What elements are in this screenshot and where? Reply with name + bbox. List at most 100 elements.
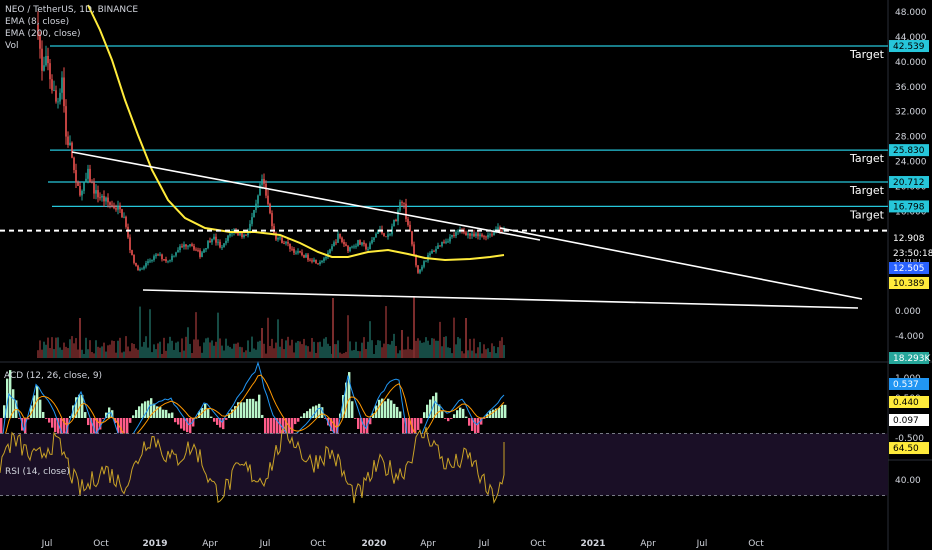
- volume-bar: [211, 340, 213, 358]
- candle-body: [89, 168, 91, 183]
- macd-histogram-bar: [225, 418, 228, 420]
- macd-histogram-bar: [246, 398, 249, 418]
- volume-bar: [113, 340, 115, 358]
- macd-histogram-bar: [459, 407, 462, 418]
- candle-body: [53, 90, 55, 92]
- candle-body: [243, 235, 245, 237]
- volume-bar: [153, 344, 155, 358]
- volume-bar: [425, 337, 427, 358]
- macd-histogram-bar: [132, 415, 135, 418]
- volume-bar: [275, 342, 277, 358]
- volume-bar: [351, 350, 353, 358]
- candle-body: [229, 233, 231, 236]
- volume-bar: [91, 352, 93, 358]
- candle-body: [119, 205, 121, 210]
- volume-bar: [231, 348, 233, 358]
- macd-histogram-bar: [99, 418, 102, 430]
- candle-body: [61, 77, 63, 93]
- time-tick-label: 2019: [142, 539, 167, 549]
- volume-bar: [55, 337, 57, 358]
- upper-trendline: [71, 151, 541, 241]
- macd-histogram-bar: [450, 418, 453, 419]
- volume-bar: [53, 349, 55, 358]
- lower-trendline: [142, 289, 859, 309]
- candle-body: [393, 219, 395, 227]
- candle-body: [73, 157, 75, 171]
- macd-histogram-bar: [447, 418, 450, 422]
- candle-body: [149, 260, 151, 262]
- candle-body: [491, 234, 493, 236]
- candle-body: [319, 262, 321, 264]
- macd-histogram-bar: [111, 410, 114, 418]
- macd-histogram-bar: [57, 418, 60, 439]
- volume-bar: [469, 338, 471, 358]
- rsi-value-tag-bg: [889, 442, 929, 455]
- volume-bar: [419, 340, 421, 358]
- volume-bar: [133, 343, 135, 358]
- volume-spike: [332, 298, 334, 358]
- ema200-value-tag: 10.389: [893, 279, 925, 289]
- volume-bar: [349, 341, 351, 358]
- candle-body: [145, 263, 147, 267]
- volume-bar: [257, 341, 259, 358]
- macd-histogram-bar: [279, 418, 282, 442]
- volume-bar: [299, 341, 301, 358]
- macd-histogram-bar: [207, 409, 210, 418]
- macd-histogram-bar: [441, 411, 444, 418]
- time-tick-label: 2021: [580, 539, 605, 549]
- volume-bar: [139, 306, 141, 358]
- candle-body: [121, 209, 123, 218]
- candle-body: [185, 244, 187, 247]
- volume-bar: [123, 351, 125, 358]
- macd-histogram-bar: [333, 418, 336, 434]
- candle-body: [313, 259, 315, 262]
- macd-histogram-bar: [453, 414, 456, 418]
- macd-histogram-bar: [210, 416, 213, 418]
- volume-bar: [223, 350, 225, 358]
- macd-histogram-bar: [468, 418, 471, 426]
- macd-histogram-bar: [162, 409, 165, 418]
- volume-bar: [125, 336, 127, 358]
- ema8-value-tag-bg: [889, 262, 929, 274]
- volume-bar: [171, 340, 173, 358]
- level-price-tag-bg: [889, 200, 929, 213]
- volume-bar: [375, 345, 377, 358]
- candle-body: [437, 245, 439, 249]
- volume-bar: [297, 341, 299, 358]
- volume-bar: [283, 349, 285, 358]
- macd-histogram-bar: [321, 407, 324, 418]
- time-tick-label: Jul: [41, 539, 53, 549]
- macd-histogram-bar: [174, 418, 177, 423]
- candle-body: [301, 252, 303, 256]
- volume-bar: [489, 352, 491, 358]
- volume-bar: [225, 338, 227, 358]
- volume-bar: [209, 342, 211, 358]
- macd-histogram-bar: [222, 418, 225, 430]
- macd-histogram-bar: [267, 418, 270, 440]
- candle-body: [201, 252, 203, 257]
- volume-bar: [481, 353, 483, 358]
- candle-body: [177, 250, 179, 253]
- candle-body: [59, 92, 61, 102]
- macd-histogram-bar: [306, 411, 309, 418]
- volume-bar: [89, 340, 91, 358]
- macd-histogram-bar: [165, 409, 168, 418]
- volume-bar: [321, 346, 323, 358]
- level-price-tag: 16.798: [893, 202, 925, 212]
- macd-histogram-bar: [354, 418, 357, 419]
- ema8-legend: EMA (8, close): [5, 17, 70, 27]
- volume-bar: [457, 337, 459, 358]
- macd-histogram-bar: [363, 418, 366, 443]
- volume-bar: [245, 350, 247, 358]
- macd-histogram-bar: [150, 398, 153, 418]
- candle-body: [341, 237, 343, 243]
- candle-body: [261, 179, 263, 185]
- candle-body: [255, 203, 257, 211]
- rsi-value-tag: 64.50: [893, 444, 919, 454]
- volume-bar: [115, 352, 117, 358]
- candle-body: [303, 255, 305, 258]
- volume-bar: [111, 340, 113, 358]
- candle-body: [253, 210, 255, 218]
- candle-body: [409, 224, 411, 232]
- candle-body: [95, 190, 97, 194]
